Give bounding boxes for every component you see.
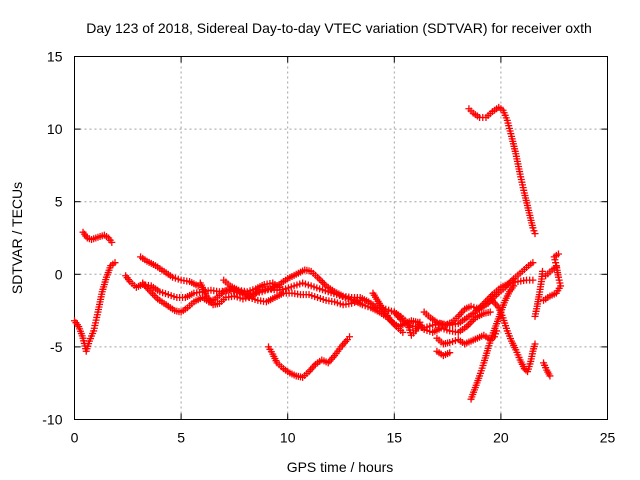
x-tick-label: 5 [177,430,185,446]
data-point [552,263,560,271]
x-tick-label: 0 [71,430,79,446]
data-point [319,278,327,286]
data-point [486,308,494,316]
y-tick-label: 0 [55,266,63,282]
plot-frame [74,56,608,420]
data-point [446,349,454,357]
x-axis-label: GPS time / hours [287,459,394,475]
data-point [554,250,562,258]
data-point [546,372,554,380]
series-track-q [531,267,546,320]
data-point [529,276,537,284]
series-track-r [540,250,565,304]
x-tick-label: 20 [493,430,509,446]
series-track-p [465,103,539,238]
series-track-t [542,263,560,280]
series-track-o [488,296,539,376]
y-tick-label: 10 [47,121,63,137]
series-track-m [433,347,454,360]
x-tick-label: 25 [600,430,616,446]
data-point [152,293,160,301]
series-track-h [265,333,354,381]
data-point [399,328,407,336]
chart-title: Day 123 of 2018, Sidereal Day-to-day VTE… [86,20,592,36]
data-point [510,282,518,290]
series-track-b [79,228,116,246]
data-point [538,267,546,275]
y-tick-label: -5 [50,339,63,355]
series-track-d [137,253,202,290]
data-point [315,275,323,283]
data-point [275,283,283,291]
y-tick-label: 5 [55,194,63,210]
y-tick-label: 15 [47,49,63,65]
data-point [531,230,539,238]
series-track-n [467,282,518,403]
series-track-s [540,359,554,380]
data-point [108,238,116,246]
axis-ticks [74,56,608,420]
data-point [466,319,474,327]
x-tick-label: 10 [280,430,296,446]
data-point [150,291,158,299]
y-tick-label: -10 [42,412,62,428]
y-axis-label: SDTVAR / TECUs [9,182,25,294]
grid-lines [74,56,608,420]
data-point [317,277,325,285]
data-point [529,259,537,267]
data-marks [71,103,565,403]
data-point [464,321,472,329]
data-point [111,259,119,267]
series-track-j [390,308,424,339]
series-track-g [220,276,283,296]
x-tick-label: 15 [387,430,403,446]
data-point [531,340,539,348]
x-tick-labels: 0 5 10 15 20 25 [71,430,616,446]
data-point [346,333,354,341]
series-track-a [71,259,119,355]
data-point [416,318,424,326]
y-tick-labels: -10 -5 0 5 10 15 [42,49,62,428]
